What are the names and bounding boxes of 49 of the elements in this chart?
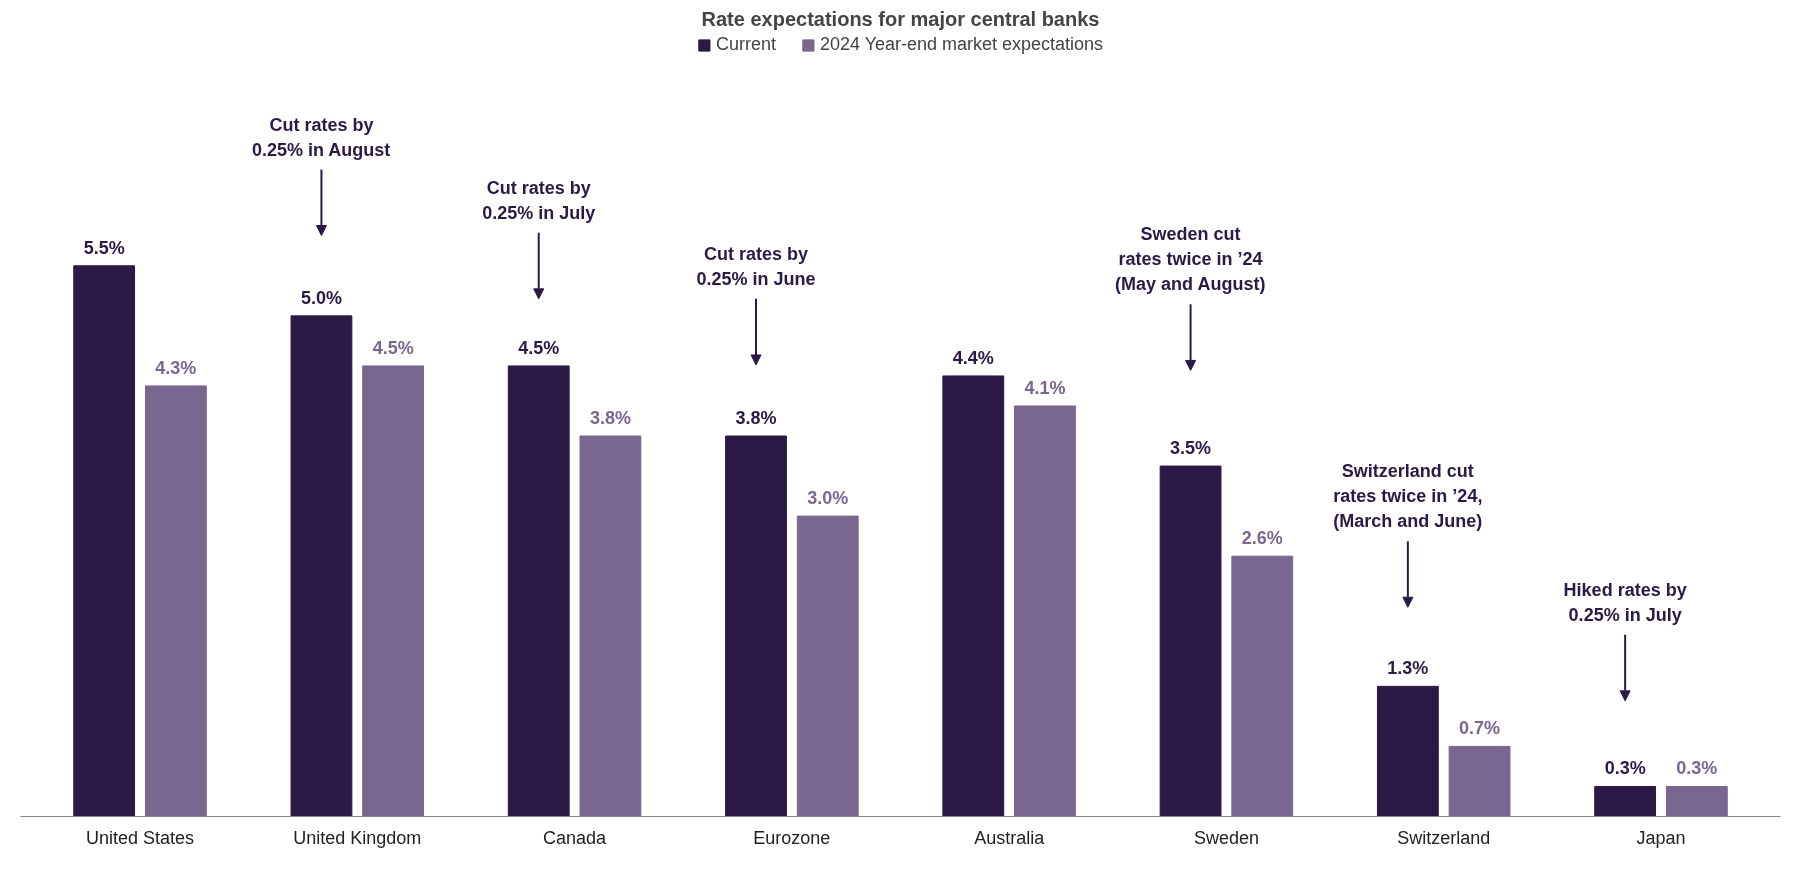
bar [942, 375, 1005, 817]
data-label: 4.1% [1024, 377, 1066, 398]
x-tick-label: Canada [543, 827, 608, 848]
data-label: 3.5% [1170, 438, 1212, 459]
data-label: 3.0% [807, 488, 849, 509]
bar [73, 265, 136, 817]
annotation: Switzerland cut rates twice in ’24, (March and June) [1333, 461, 1483, 532]
data-label: 4.4% [952, 347, 994, 368]
x-tick-label: Australia [974, 827, 1046, 848]
data-label: 0.3% [1604, 758, 1646, 779]
bar [362, 365, 425, 817]
bar [1159, 465, 1222, 817]
annotation: Cut rates by 0.25% in June [696, 243, 816, 289]
data-label: 2.6% [1241, 528, 1283, 549]
bar [1014, 405, 1076, 817]
legend-label: 2024 Year-end market expectations [819, 34, 1104, 55]
bar [796, 515, 859, 817]
x-tick-label: Sweden [1193, 827, 1259, 848]
bar [1448, 745, 1511, 817]
x-tick-label: Switzerland [1397, 827, 1491, 848]
bar [144, 385, 207, 817]
data-label: 5.5% [83, 237, 125, 258]
bar [1594, 785, 1657, 817]
text: Cut rates by 0.25% in July [482, 177, 596, 223]
data-label: 4.3% [155, 357, 197, 378]
x-tick-label: Eurozone [753, 827, 831, 848]
text: Cut rates by 0.25% in August [251, 114, 391, 160]
data-label: 4.5% [518, 337, 560, 358]
x-tick-label: Japan [1636, 827, 1686, 848]
bar [579, 435, 642, 817]
legend-label: Current [715, 34, 776, 55]
x-tick-label: United Kingdom [293, 827, 422, 848]
data-label: 3.8% [735, 408, 777, 429]
bar [507, 365, 570, 817]
bar [725, 435, 787, 817]
annotation: Sweden cut rates twice in ’24 (May and August) [1115, 224, 1266, 295]
x-tick-label: United States [85, 827, 195, 848]
bar [1376, 685, 1439, 817]
data-label: 0.7% [1459, 718, 1501, 739]
data-label: 4.5% [372, 337, 414, 358]
bar [1231, 555, 1294, 817]
data-label: 5.0% [300, 287, 342, 308]
bar [290, 315, 353, 817]
data-label: 0.3% [1676, 758, 1718, 779]
data-label: 1.3% [1387, 658, 1429, 679]
chart-title: Rate expectations for major central banks [701, 7, 1100, 30]
data-label: 3.8% [589, 408, 631, 429]
annotation: Hiked rates by 0.25% in July [1563, 579, 1687, 625]
bar [1665, 785, 1728, 817]
